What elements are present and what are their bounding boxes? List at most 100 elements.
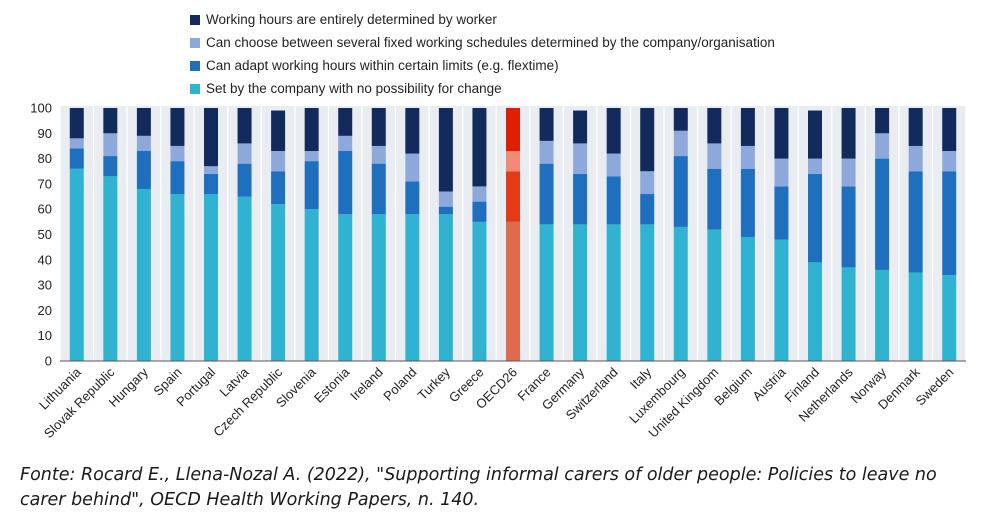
bar-segment: [170, 194, 185, 361]
legend-swatch: [190, 60, 200, 71]
legend-label: Can adapt working hours within certain l…: [206, 58, 559, 73]
bar-segment: [304, 161, 319, 210]
bar-segment: [204, 166, 218, 174]
bar-segment: [271, 204, 286, 361]
bar-segment: [707, 168, 722, 230]
bar-segment: [438, 191, 453, 207]
bar-segment: [405, 153, 420, 182]
bar-segment: [841, 158, 856, 187]
bar-segment: [506, 151, 520, 172]
bar-segment: [204, 108, 218, 167]
bar-segment: [573, 143, 588, 174]
y-tick-label: 70: [38, 176, 52, 191]
bar-segment: [371, 214, 386, 361]
bar-segment: [539, 140, 554, 164]
bar-segment: [103, 156, 118, 177]
bar-segment: [573, 110, 588, 144]
legend-item: Can adapt working hours within certain l…: [190, 54, 775, 77]
x-tick-label: Estonia: [311, 364, 353, 406]
x-tick-label: Belgium: [711, 365, 755, 409]
bar-segment: [438, 108, 453, 192]
legend-label: Set by the company with no possibility f…: [206, 81, 502, 96]
bar-segment: [438, 206, 453, 215]
y-tick-label: 50: [38, 227, 52, 242]
y-tick-label: 20: [38, 303, 52, 318]
bar-segment: [204, 194, 218, 361]
bar-segment: [237, 108, 252, 144]
bar-segment: [69, 168, 84, 361]
bar-segment: [640, 194, 655, 225]
bar-segment: [170, 145, 185, 162]
legend-item: Can choose between several fixed working…: [190, 31, 775, 54]
bar-segment: [875, 269, 890, 361]
bar-segment: [338, 214, 353, 361]
bar-segment: [103, 108, 118, 134]
x-tick-label: Ireland: [347, 365, 386, 404]
bar-segment: [673, 108, 688, 131]
bar-segment: [606, 224, 621, 361]
y-tick-label: 10: [38, 328, 52, 343]
bar-segment: [740, 168, 755, 238]
bar-segment: [841, 267, 856, 361]
source-note: Fonte: Rocard E., Llena-Nozal A. (2022),…: [20, 465, 937, 510]
bar-segment: [304, 209, 319, 361]
bar-segment: [271, 110, 286, 152]
bar-segment: [472, 108, 487, 187]
legend-swatch: [190, 37, 200, 48]
legend-swatch: [190, 83, 200, 94]
y-tick-label: 40: [38, 252, 52, 267]
bar-segment: [942, 108, 957, 152]
bar-segment: [908, 108, 923, 146]
bar-segment: [304, 151, 319, 162]
y-tick-label: 100: [30, 101, 52, 116]
bar-segment: [740, 145, 755, 169]
legend-item: Set by the company with no possibility f…: [190, 77, 775, 100]
bar-segment: [673, 156, 688, 227]
bar-segment: [606, 108, 621, 154]
bar-segment: [808, 173, 822, 263]
bar-segment: [740, 108, 755, 146]
bar-segment: [371, 163, 386, 215]
y-tick-label: 90: [38, 126, 52, 141]
bar-segment: [539, 108, 554, 141]
bar-segment: [204, 173, 218, 195]
bar-segment: [304, 108, 319, 152]
bar-segment: [808, 262, 822, 361]
bar-segment: [707, 143, 722, 169]
bar-segment: [539, 163, 554, 225]
chart-legend: Working hours are entirely determined by…: [190, 8, 775, 100]
bar-segment: [808, 110, 822, 159]
bar-segment: [942, 274, 957, 361]
bar-segment: [673, 226, 688, 361]
bar-segment: [271, 151, 286, 172]
bar-segment: [472, 201, 487, 222]
bar-segment: [808, 158, 822, 174]
bar-segment: [405, 214, 420, 361]
y-tick-label: 80: [38, 151, 52, 166]
bar-segment: [103, 133, 118, 157]
bar-segment: [136, 135, 151, 152]
bar-segment: [908, 272, 923, 361]
y-tick-label: 30: [38, 278, 52, 293]
bar-segment: [136, 108, 151, 136]
legend-swatch: [190, 14, 200, 25]
bar-segment: [103, 176, 118, 361]
bar-segment: [438, 214, 453, 361]
bar-segment: [338, 135, 353, 152]
y-tick-label: 60: [38, 202, 52, 217]
bar-segment: [841, 186, 856, 268]
bar-segment: [875, 158, 890, 270]
x-tick-label: Italy: [627, 364, 655, 392]
bar-segment: [573, 173, 588, 225]
bar-segment: [740, 237, 755, 361]
bar-segment: [606, 176, 621, 225]
bar-segment: [405, 181, 420, 215]
bar-segment: [774, 239, 789, 361]
y-tick-label: 0: [45, 354, 52, 369]
bar-segment: [69, 138, 84, 149]
bar-segment: [942, 171, 957, 275]
bar-segment: [841, 108, 856, 159]
x-tick-label: Poland: [380, 365, 419, 404]
bar-segment: [136, 151, 151, 189]
bar-segment: [875, 133, 890, 159]
